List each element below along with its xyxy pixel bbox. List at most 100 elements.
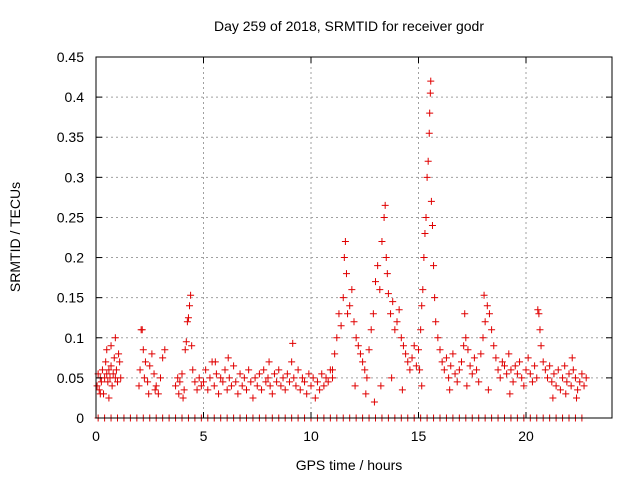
x-axis-ticks: 0 5 10 15 20	[92, 57, 534, 444]
data-point	[139, 346, 147, 354]
data-point	[348, 286, 356, 294]
data-point	[468, 370, 476, 378]
data-point	[549, 394, 557, 402]
data-point	[111, 334, 119, 342]
data-point	[318, 370, 326, 378]
data-point	[449, 350, 457, 358]
data-point	[479, 334, 487, 342]
data-point	[578, 370, 586, 378]
chart-title: Day 259 of 2018, SRMTID for receiver god…	[214, 18, 484, 34]
data-point	[290, 374, 298, 382]
data-point	[289, 339, 297, 347]
data-point	[475, 378, 483, 386]
data-point	[277, 382, 285, 390]
data-point	[337, 322, 345, 330]
data-point	[387, 310, 395, 318]
data-point	[105, 366, 113, 374]
data-point	[426, 89, 434, 97]
data-point	[144, 378, 152, 386]
data-point	[152, 382, 160, 390]
data-point	[107, 342, 115, 350]
data-point	[427, 77, 435, 85]
data-point	[535, 310, 543, 318]
y-tick-label: 0.35	[57, 129, 84, 145]
data-point	[565, 370, 573, 378]
data-point	[150, 370, 158, 378]
data-point	[96, 390, 104, 398]
data-point	[103, 370, 111, 378]
data-point	[567, 382, 575, 390]
data-point	[184, 314, 192, 322]
data-point	[377, 382, 385, 390]
data-point	[464, 346, 472, 354]
data-point	[391, 326, 399, 334]
data-point	[268, 390, 276, 398]
data-point	[104, 378, 112, 386]
data-point	[140, 374, 148, 382]
data-point	[151, 386, 159, 394]
data-point	[145, 390, 153, 398]
data-point	[480, 291, 488, 299]
data-point	[488, 326, 496, 334]
data-point	[93, 382, 101, 390]
data-point	[245, 366, 253, 374]
data-point	[221, 366, 229, 374]
data-point	[225, 374, 233, 382]
data-point	[463, 382, 471, 390]
data-point	[561, 362, 569, 370]
data-point	[419, 286, 427, 294]
y-tick-label: 0.45	[57, 49, 84, 65]
data-point	[146, 362, 154, 370]
data-point	[352, 334, 360, 342]
data-point	[460, 342, 468, 350]
data-point	[501, 362, 508, 370]
data-point	[399, 342, 407, 350]
data-point	[554, 366, 562, 374]
data-point	[370, 398, 378, 406]
data-point	[281, 386, 289, 394]
x-tick-label: 20	[518, 428, 534, 444]
data-point	[350, 318, 358, 326]
data-point	[346, 302, 354, 310]
data-point	[533, 374, 541, 382]
data-point	[234, 390, 242, 398]
data-point	[224, 354, 232, 362]
data-point	[258, 386, 266, 394]
data-point	[522, 366, 530, 374]
data-point	[313, 378, 321, 386]
data-point	[215, 390, 223, 398]
data-point	[331, 350, 339, 358]
data-point	[372, 278, 379, 286]
data-point	[294, 366, 302, 374]
data-point	[322, 374, 330, 382]
data-point	[397, 334, 405, 342]
data-point	[204, 386, 212, 394]
data-point	[477, 350, 485, 358]
x-tick-label: 0	[92, 428, 100, 444]
data-point	[402, 350, 410, 358]
x-tick-label: 10	[303, 428, 319, 444]
y-axis-label: SRMTID / TECUs	[7, 182, 23, 292]
data-point	[296, 386, 304, 394]
data-point	[410, 342, 418, 350]
data-point	[197, 382, 205, 390]
data-point	[569, 366, 577, 374]
data-point	[249, 394, 257, 402]
data-point	[503, 370, 511, 378]
data-point	[191, 378, 199, 386]
data-point	[212, 370, 220, 378]
data-point	[335, 310, 343, 318]
data-point	[541, 366, 549, 374]
data-point	[138, 326, 146, 334]
data-point	[311, 394, 319, 402]
data-point	[159, 354, 167, 362]
data-point	[206, 374, 214, 382]
data-point	[381, 201, 389, 209]
data-point	[112, 366, 120, 374]
data-point	[496, 374, 504, 382]
data-point	[117, 374, 125, 382]
data-point	[416, 366, 424, 374]
data-point	[571, 374, 579, 382]
data-point	[462, 334, 470, 342]
data-point	[483, 302, 491, 310]
